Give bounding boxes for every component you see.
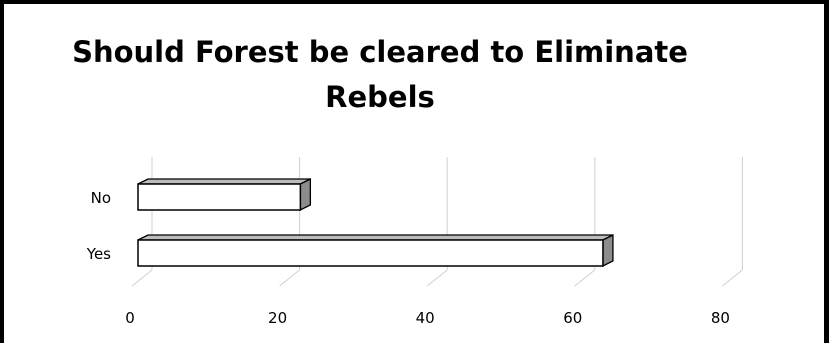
- bar: [137, 183, 302, 211]
- x-tick-label: 40: [416, 309, 435, 327]
- bar-side-face: [299, 177, 312, 212]
- gridline-floor: [574, 269, 596, 287]
- gridline-floor: [131, 269, 153, 287]
- category-label: No: [91, 189, 111, 207]
- x-tick-label: 0: [125, 309, 135, 327]
- gridline-floor: [426, 269, 448, 287]
- gridline-floor: [279, 269, 300, 287]
- x-tick-label: 20: [268, 309, 287, 327]
- chart-title: Should Forest be cleared to Eliminate Re…: [72, 35, 688, 114]
- x-tick-label: 60: [563, 309, 582, 327]
- bar: [137, 239, 604, 267]
- gridline-floor: [722, 269, 743, 287]
- bar-side-face: [602, 233, 614, 268]
- category-label: Yes: [86, 245, 111, 263]
- x-tick-label: 80: [711, 309, 730, 327]
